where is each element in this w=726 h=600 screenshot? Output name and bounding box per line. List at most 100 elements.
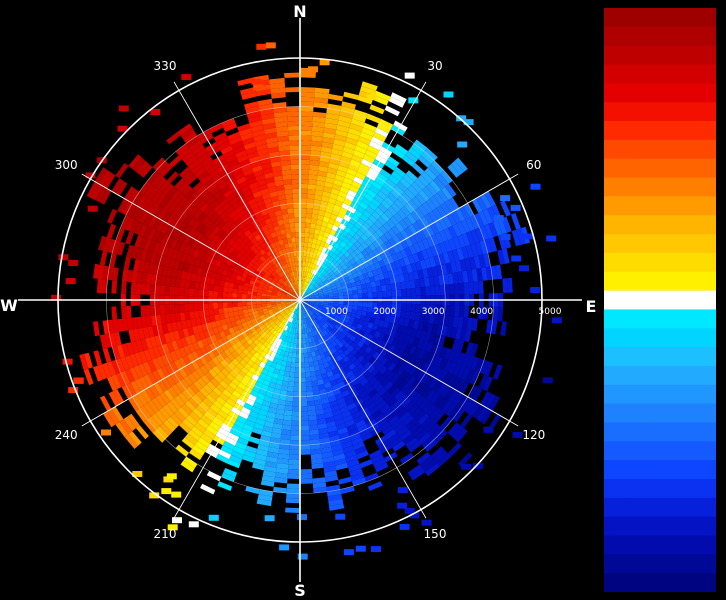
velocity-cell (161, 210, 172, 223)
velocity-cell (396, 426, 409, 437)
velocity-cell (128, 189, 140, 204)
velocity-cell (259, 249, 266, 256)
velocity-cell (322, 377, 330, 384)
velocity-cell (419, 259, 427, 270)
velocity-cell (269, 191, 278, 198)
velocity-cell (326, 287, 333, 291)
velocity-cell (111, 306, 118, 320)
velocity-cell (264, 312, 270, 317)
velocity-cell (199, 365, 209, 375)
velocity-cell (317, 379, 324, 386)
velocity-cell (248, 155, 260, 164)
velocity-cell (304, 237, 309, 243)
velocity-cell (296, 343, 300, 349)
velocity-cell (290, 435, 300, 441)
velocity-cell (306, 342, 311, 348)
velocity-cell (286, 203, 294, 209)
velocity-cell (284, 72, 300, 78)
velocity-cell (288, 306, 293, 310)
velocity-cell (286, 237, 292, 244)
velocity-cell (142, 361, 153, 375)
colorbar-label: 2.67m/s (607, 219, 652, 232)
velocity-cell (404, 237, 414, 247)
velocity-cell (238, 240, 247, 249)
velocity-cell (228, 394, 239, 403)
velocity-cell (150, 273, 157, 285)
velocity-cell (112, 319, 119, 333)
velocity-cell (333, 261, 340, 268)
velocity-cell (99, 188, 112, 205)
velocity-cell (235, 347, 243, 356)
velocity-cell (261, 301, 267, 304)
velocity-cell (173, 330, 181, 341)
velocity-cell (250, 406, 261, 414)
velocity-cell (348, 163, 360, 172)
velocity-cell (303, 343, 307, 349)
velocity-cell (316, 413, 326, 420)
velocity-cell (245, 398, 255, 407)
velocity-cell (443, 315, 450, 327)
velocity-cell (415, 395, 426, 407)
velocity-cell (315, 285, 321, 290)
velocity-cell (219, 380, 229, 389)
velocity-cell (374, 127, 389, 138)
velocity-cell (112, 389, 124, 405)
velocity-cell (222, 389, 232, 398)
velocity-cell (244, 419, 256, 428)
velocity-cell (292, 302, 297, 306)
velocity-cell (484, 361, 494, 377)
velocity-cell (215, 453, 230, 464)
velocity-cell (220, 445, 234, 455)
velocity-cell (305, 281, 308, 287)
velocity-cell (293, 256, 298, 262)
velocity-cell (250, 202, 259, 211)
velocity-cell (229, 277, 236, 284)
velocity-cell (284, 314, 289, 320)
velocity-cell (424, 419, 437, 433)
velocity-cell (341, 101, 356, 110)
velocity-cell (309, 429, 319, 436)
velocity-cell (375, 338, 383, 346)
velocity-cell (433, 192, 445, 206)
velocity-cell (285, 198, 294, 205)
velocity-cell (452, 223, 462, 237)
velocity-cell (313, 97, 329, 104)
velocity-cell (111, 280, 118, 294)
velocity-cell (265, 250, 272, 257)
velocity-cell (185, 173, 198, 186)
velocity-cell (178, 147, 192, 160)
velocity-cell (294, 281, 297, 286)
velocity-cell (207, 240, 216, 250)
velocity-cell (408, 224, 418, 235)
velocity-cell (368, 389, 378, 398)
velocity-cell (333, 317, 340, 322)
velocity-cell (192, 265, 199, 275)
velocity-cell (223, 307, 229, 314)
velocity-cell (247, 305, 253, 310)
velocity-cell (306, 247, 312, 253)
velocity-cell (325, 274, 331, 280)
velocity-cell (372, 302, 378, 309)
velocity-cell (210, 213, 220, 223)
colorbar-swatch (604, 365, 716, 386)
velocity-cell (366, 287, 373, 293)
velocity-cell (215, 319, 222, 327)
velocity-cell (271, 279, 278, 284)
velocity-cell (159, 392, 171, 405)
velocity-cell (240, 213, 249, 222)
velocity-cell (121, 200, 133, 216)
velocity-cell (314, 301, 320, 304)
velocity-cell (405, 170, 418, 182)
velocity-cell (291, 295, 296, 299)
velocity-cell (317, 234, 324, 241)
velocity-cell (196, 267, 204, 276)
velocity-cell (411, 406, 423, 419)
velocity-cell (369, 329, 377, 337)
velocity-cell (252, 207, 261, 215)
velocity-cell (392, 244, 401, 254)
velocity-cell (223, 189, 234, 199)
velocity-cell (240, 225, 249, 234)
velocity-cell (311, 308, 317, 312)
velocity-cell (234, 419, 245, 429)
velocity-cell (321, 324, 327, 330)
